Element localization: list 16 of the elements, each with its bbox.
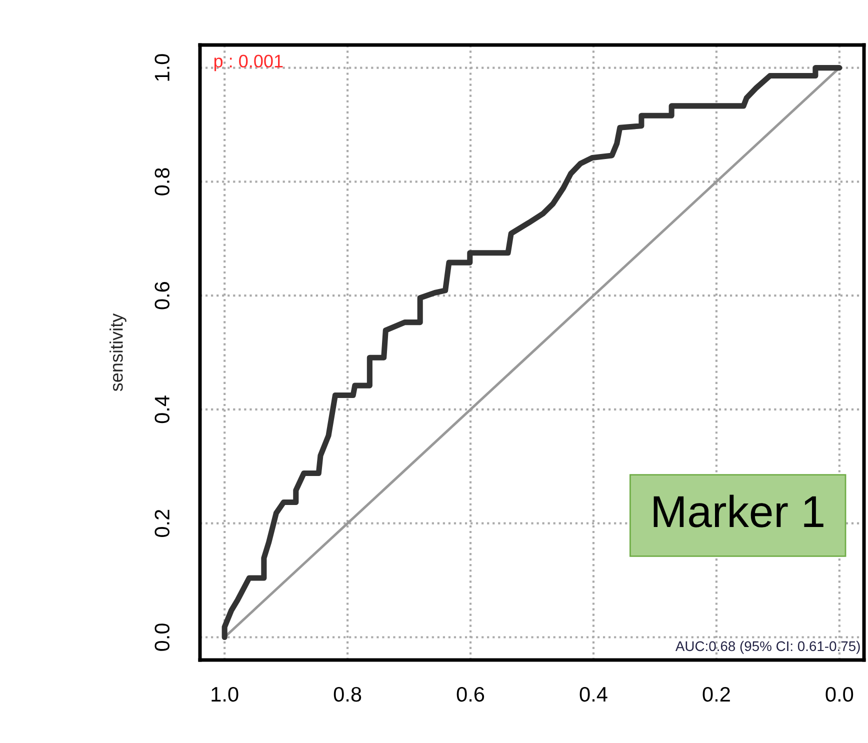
x-tick-label: 0.4 [580,686,608,702]
x-tick-label: 1.0 [212,686,238,702]
x-tick-label: 0.2 [702,686,730,702]
y-tick-label: 1.0 [154,54,170,81]
annotation: AUC:0.68 (95% CI: 0.61-0.75) [675,640,860,654]
annotation: Marker 1 [654,494,824,528]
y-tick-label: 0.4 [154,396,170,424]
y-tick-label: 0.8 [154,168,170,196]
annotation: p : 0.001 [214,54,283,72]
y-tick-label: 0.6 [154,282,170,310]
x-tick-label: 0.8 [334,686,362,702]
y-tick-label: 0.0 [154,624,170,651]
x-tick-label: 0.0 [826,686,854,702]
x-tick-label: 0.6 [456,686,484,702]
y-tick-label: 0.2 [154,510,170,538]
y-axis-title: sensitivity [110,313,126,392]
